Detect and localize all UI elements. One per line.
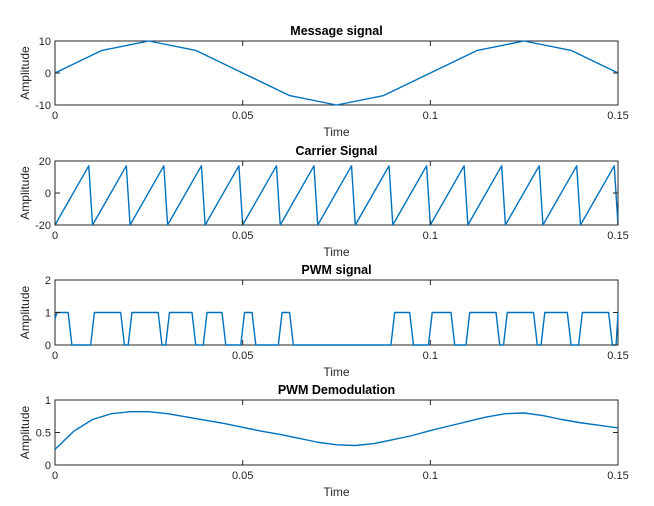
- x-tick-label: 0: [52, 110, 58, 122]
- y-tick-label: 1: [45, 395, 51, 407]
- x-tick-label: 0.05: [232, 350, 253, 362]
- chart-title: PWM Demodulation: [278, 383, 395, 397]
- series-line-1: [54, 40, 619, 106]
- chart-title: Message signal: [290, 24, 382, 38]
- x-tick-label: 0.15: [607, 110, 628, 122]
- y-axis-label: Amplitude: [18, 286, 32, 340]
- y-axis-label: Amplitude: [18, 406, 32, 460]
- x-axis-label: Time: [323, 365, 350, 379]
- x-tick-label: 0: [52, 470, 58, 482]
- y-tick-label: 0: [45, 340, 51, 352]
- y-tick-label: 1: [45, 308, 51, 320]
- series-line-1: [54, 411, 619, 450]
- x-tick-label: 0.05: [232, 110, 253, 122]
- y-tick-label: -20: [35, 220, 51, 232]
- subplot-4: 0 0.05 0.1 0.15 0 0.5 1 PWM Demodulation Time Amp…: [18, 383, 629, 499]
- x-tick-label: 0.1: [423, 350, 438, 362]
- x-tick-label: 0: [52, 350, 58, 362]
- series-line-1: [54, 165, 619, 226]
- axes-box: [54, 40, 619, 106]
- y-axis-label: Amplitude: [18, 166, 32, 220]
- x-tick-label: 0.05: [232, 230, 253, 242]
- y-tick-label: 2: [45, 275, 51, 287]
- y-tick-label: 20: [39, 156, 51, 168]
- x-tick-label: 0: [52, 230, 58, 242]
- axes-box: [54, 399, 619, 466]
- series-line-1: [54, 311, 619, 346]
- y-axis-label: Amplitude: [18, 46, 32, 100]
- x-tick-label: 0.1: [423, 230, 438, 242]
- x-axis-label: Time: [323, 125, 350, 139]
- y-tick-label: 0: [45, 68, 51, 80]
- y-tick-label: 0: [45, 460, 51, 472]
- x-axis-label: Time: [323, 485, 350, 499]
- x-tick-label: 0.05: [232, 470, 253, 482]
- y-tick-label: 0.5: [36, 428, 51, 440]
- chart-title: PWM signal: [301, 263, 371, 277]
- subplot-3: 0 0.05 0.1 0.15 0 1 2 PWM signal Time Amplitude: [18, 263, 629, 379]
- x-axis-label: Time: [323, 245, 350, 259]
- x-tick-label: 0.15: [607, 350, 628, 362]
- y-tick-label: 10: [39, 36, 51, 48]
- x-tick-label: 0.1: [423, 470, 438, 482]
- x-tick-label: 0.15: [607, 230, 628, 242]
- y-tick-label: 0: [45, 188, 51, 200]
- y-tick-label: -10: [35, 100, 51, 112]
- chart-title: Carrier Signal: [296, 144, 378, 158]
- x-tick-label: 0.1: [423, 110, 438, 122]
- x-tick-label: 0.15: [607, 470, 628, 482]
